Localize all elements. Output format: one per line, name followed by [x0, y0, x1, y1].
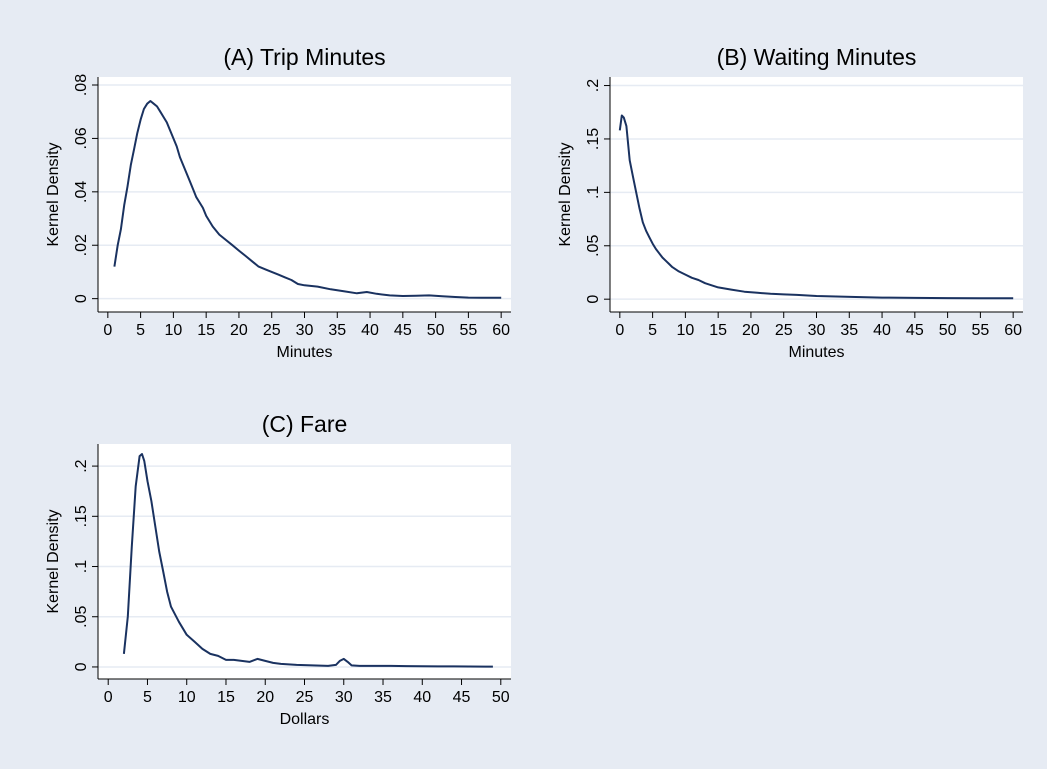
plot-region: [610, 77, 1023, 312]
panel-title: (C) Fare: [262, 411, 348, 437]
x-tick-label: 40: [361, 322, 379, 339]
x-tick-label: 35: [328, 322, 346, 339]
x-tick-label: 60: [492, 322, 510, 339]
x-tick-label: 25: [775, 322, 793, 339]
y-tick-label: 0: [585, 295, 602, 304]
x-axis-label: Minutes: [276, 344, 332, 361]
x-tick-label: 15: [197, 322, 215, 339]
x-axis-label: Dollars: [280, 711, 330, 728]
y-axis-label: Kernel Density: [45, 142, 62, 246]
x-tick-label: 30: [335, 689, 353, 706]
x-tick-label: 60: [1004, 322, 1022, 339]
x-tick-label: 35: [840, 322, 858, 339]
x-tick-label: 25: [296, 689, 314, 706]
y-tick-label: .2: [73, 459, 90, 472]
y-axis-label: Kernel Density: [557, 142, 574, 246]
panel-b: (B) Waiting Minutes Minutes Kernel Densi…: [557, 44, 1023, 361]
x-tick-label: 0: [615, 322, 624, 339]
x-tick-label: 45: [394, 322, 412, 339]
panel-a: (A) Trip Minutes Minutes Kernel Density …: [45, 44, 511, 361]
x-tick-label: 5: [136, 322, 145, 339]
panel-title: (A) Trip Minutes: [223, 44, 385, 70]
x-tick-label: 10: [164, 322, 182, 339]
x-tick-label: 50: [492, 689, 510, 706]
x-tick-label: 20: [742, 322, 760, 339]
panel-c: (C) Fare Dollars Kernel Density 0 .05 .1 .1…: [45, 411, 511, 728]
density-line: [122, 453, 493, 668]
x-tick-label: 30: [808, 322, 826, 339]
x-tick-label: 40: [873, 322, 891, 339]
x-tick-label: 45: [906, 322, 924, 339]
plot-region: [98, 77, 511, 312]
x-tick-label: 45: [453, 689, 471, 706]
x-tick-label: 50: [939, 322, 957, 339]
x-tick-label: 20: [230, 322, 248, 339]
x-tick-label: 40: [413, 689, 431, 706]
x-tick-label: 20: [256, 689, 274, 706]
y-tick-label: .04: [73, 181, 90, 203]
panel-title: (B) Waiting Minutes: [717, 44, 917, 70]
x-tick-label: 55: [459, 322, 477, 339]
x-tick-label: 35: [374, 689, 392, 706]
x-tick-label: 10: [676, 322, 694, 339]
x-tick-label: 25: [263, 322, 281, 339]
y-tick-label: .08: [73, 74, 90, 96]
x-axis-label: Minutes: [788, 344, 844, 361]
y-tick-label: 0: [73, 294, 90, 303]
x-tick-label: 30: [296, 322, 314, 339]
density-line: [618, 114, 1014, 300]
y-tick-label: 0: [73, 662, 90, 671]
x-tick-label: 55: [971, 322, 989, 339]
x-tick-label: 0: [103, 322, 112, 339]
y-tick-label: .02: [73, 234, 90, 256]
plot-region: [98, 444, 511, 679]
x-tick-label: 15: [217, 689, 235, 706]
y-tick-label: .1: [585, 186, 602, 199]
x-tick-label: 5: [143, 689, 152, 706]
y-tick-label: .15: [73, 505, 90, 527]
y-axis-label: Kernel Density: [45, 509, 62, 613]
y-tick-label: .2: [585, 79, 602, 92]
y-tick-label: .15: [585, 128, 602, 150]
x-tick-label: 5: [648, 322, 657, 339]
y-tick-label: .06: [73, 127, 90, 149]
x-tick-label: 10: [178, 689, 196, 706]
y-tick-label: .05: [585, 235, 602, 257]
y-tick-label: .05: [73, 606, 90, 628]
y-tick-label: .1: [73, 560, 90, 573]
density-line: [113, 100, 502, 299]
x-tick-label: 15: [709, 322, 727, 339]
x-tick-label: 50: [427, 322, 445, 339]
x-tick-label: 0: [104, 689, 113, 706]
